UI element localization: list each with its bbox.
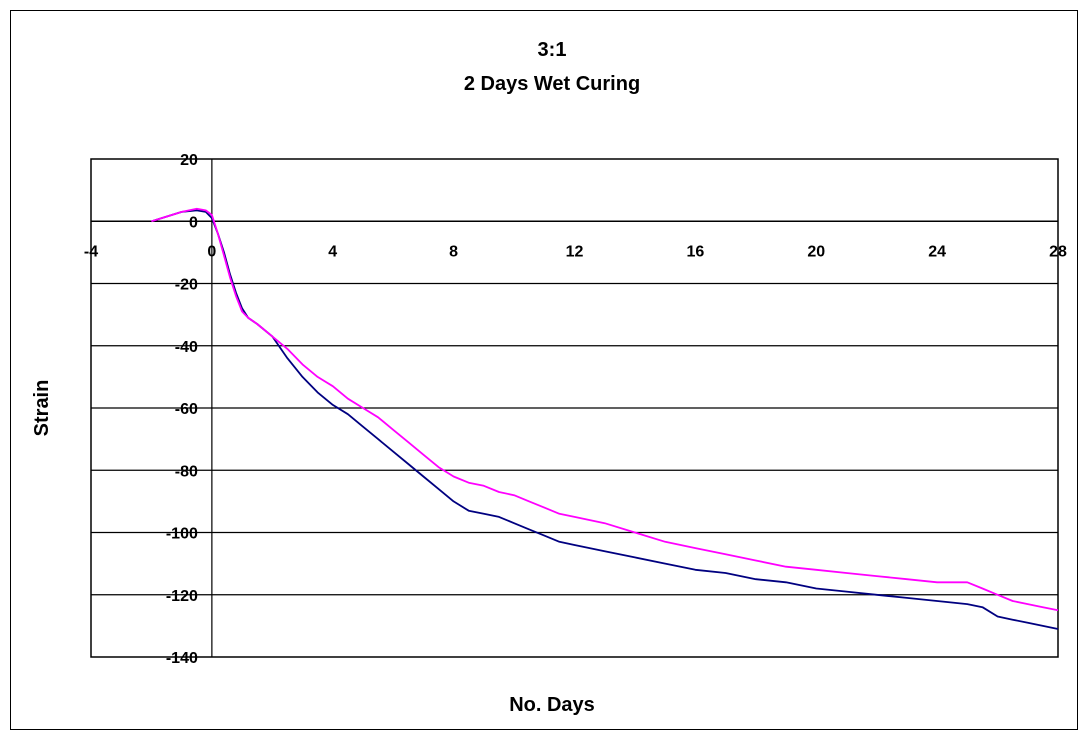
x-tick-label: 16 bbox=[686, 243, 704, 260]
y-tick-labels: 20 0 -20 -40 -60 -80 -100 -120 -140 bbox=[166, 152, 198, 667]
x-tick-label: 0 bbox=[207, 243, 216, 260]
chart-svg: 3:1 2 Days Wet Curing 200-20-40-60-80-10… bbox=[31, 39, 1067, 716]
y-tick-label: -60 bbox=[175, 401, 198, 418]
y-tick-label: -20 bbox=[175, 277, 198, 294]
y-tick-label: -100 bbox=[166, 526, 198, 543]
y-tick-label: 20 bbox=[180, 152, 198, 169]
y-tick-label: -140 bbox=[166, 650, 198, 667]
axes bbox=[91, 159, 1058, 657]
y-tick-label: 0 bbox=[189, 214, 198, 231]
x-tick-label: 4 bbox=[328, 243, 337, 260]
x-tick-label: 20 bbox=[807, 243, 825, 260]
series-line-1 bbox=[151, 209, 1059, 630]
y-tick-label: -80 bbox=[175, 463, 198, 480]
chart-title: 3:1 bbox=[538, 39, 567, 61]
series-lines bbox=[151, 207, 1059, 630]
x-tick-label: 12 bbox=[566, 243, 584, 260]
series-line-2 bbox=[151, 207, 1059, 612]
x-tick-label: 28 bbox=[1049, 243, 1067, 260]
x-tick-label: 24 bbox=[928, 243, 946, 260]
y-axis-title: Strain bbox=[31, 380, 53, 437]
x-tick-label: 8 bbox=[449, 243, 458, 260]
chart-subtitle: 2 Days Wet Curing bbox=[464, 73, 640, 95]
chart-area: 3:1 2 Days Wet Curing 20 0 -20 -40 -60 -80 -10… bbox=[10, 10, 1078, 730]
x-tick-labels: -4 0 4 8 12 16 20 24 28 bbox=[84, 243, 1067, 260]
x-tick-label: -4 bbox=[84, 243, 98, 260]
y-tick-label: -120 bbox=[166, 588, 198, 605]
x-axis-title: No. Days bbox=[509, 694, 595, 716]
y-tick-label: -40 bbox=[175, 339, 198, 356]
